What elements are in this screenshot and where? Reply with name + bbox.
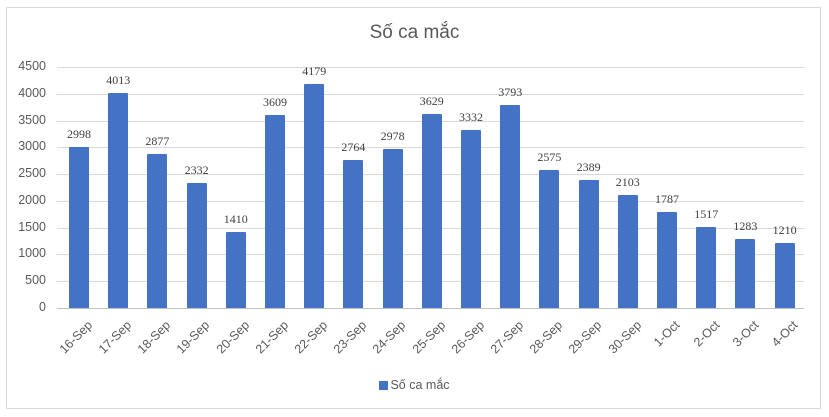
y-tick-label: 4500 — [18, 59, 46, 73]
data-label: 2575 — [537, 150, 562, 165]
y-tick-label: 1500 — [18, 220, 46, 234]
data-label: 1283 — [733, 219, 758, 234]
bar — [578, 180, 599, 308]
bar — [657, 212, 677, 308]
gridline — [57, 67, 804, 68]
bar — [147, 153, 168, 308]
bar — [735, 239, 756, 308]
data-label: 1517 — [694, 206, 719, 221]
bar — [108, 93, 129, 308]
y-tick-label: 0 — [39, 300, 46, 314]
legend: Số ca mắc — [0, 378, 829, 392]
data-label: 2978 — [380, 128, 405, 143]
data-label: 2998 — [67, 127, 91, 142]
data-label: 2332 — [184, 163, 209, 178]
legend-swatch-icon — [379, 380, 389, 390]
data-label: 3629 — [419, 93, 444, 108]
bar — [69, 147, 89, 308]
chart-title: Số ca mắc — [369, 22, 460, 43]
bar — [225, 232, 246, 308]
data-label: 4013 — [106, 73, 131, 88]
data-label: 4179 — [302, 64, 327, 79]
y-tick-label: 3500 — [18, 113, 46, 127]
bar — [617, 195, 638, 308]
x-axis-line — [57, 308, 804, 309]
gridline — [57, 94, 804, 95]
data-label: 3332 — [459, 109, 483, 124]
y-tick-label: 500 — [25, 273, 46, 287]
data-label: 2764 — [341, 139, 366, 154]
data-label: 3793 — [498, 84, 523, 99]
bar — [500, 104, 521, 308]
bar — [774, 243, 795, 308]
y-tick-label: 2000 — [18, 193, 46, 207]
bar — [343, 159, 364, 308]
bar — [186, 183, 207, 308]
bar — [382, 148, 403, 308]
bar — [304, 84, 325, 308]
legend-label: Số ca mắc — [390, 378, 450, 392]
data-label: 1410 — [223, 212, 248, 227]
y-tick-label: 1000 — [18, 246, 46, 260]
chart-frame — [6, 7, 821, 409]
data-label: 1787 — [655, 192, 679, 207]
y-tick-label: 4000 — [18, 86, 46, 100]
bar — [696, 226, 717, 308]
data-label: 3609 — [263, 94, 287, 109]
data-label: 2389 — [576, 160, 601, 175]
bar — [265, 114, 285, 308]
data-label: 1210 — [772, 223, 797, 238]
data-label: 2103 — [615, 175, 640, 190]
y-tick-label: 3000 — [18, 139, 46, 153]
bar — [539, 170, 560, 308]
y-tick-label: 2500 — [18, 166, 46, 180]
bar — [461, 129, 481, 308]
data-label: 2877 — [145, 133, 170, 148]
bar — [421, 113, 442, 308]
